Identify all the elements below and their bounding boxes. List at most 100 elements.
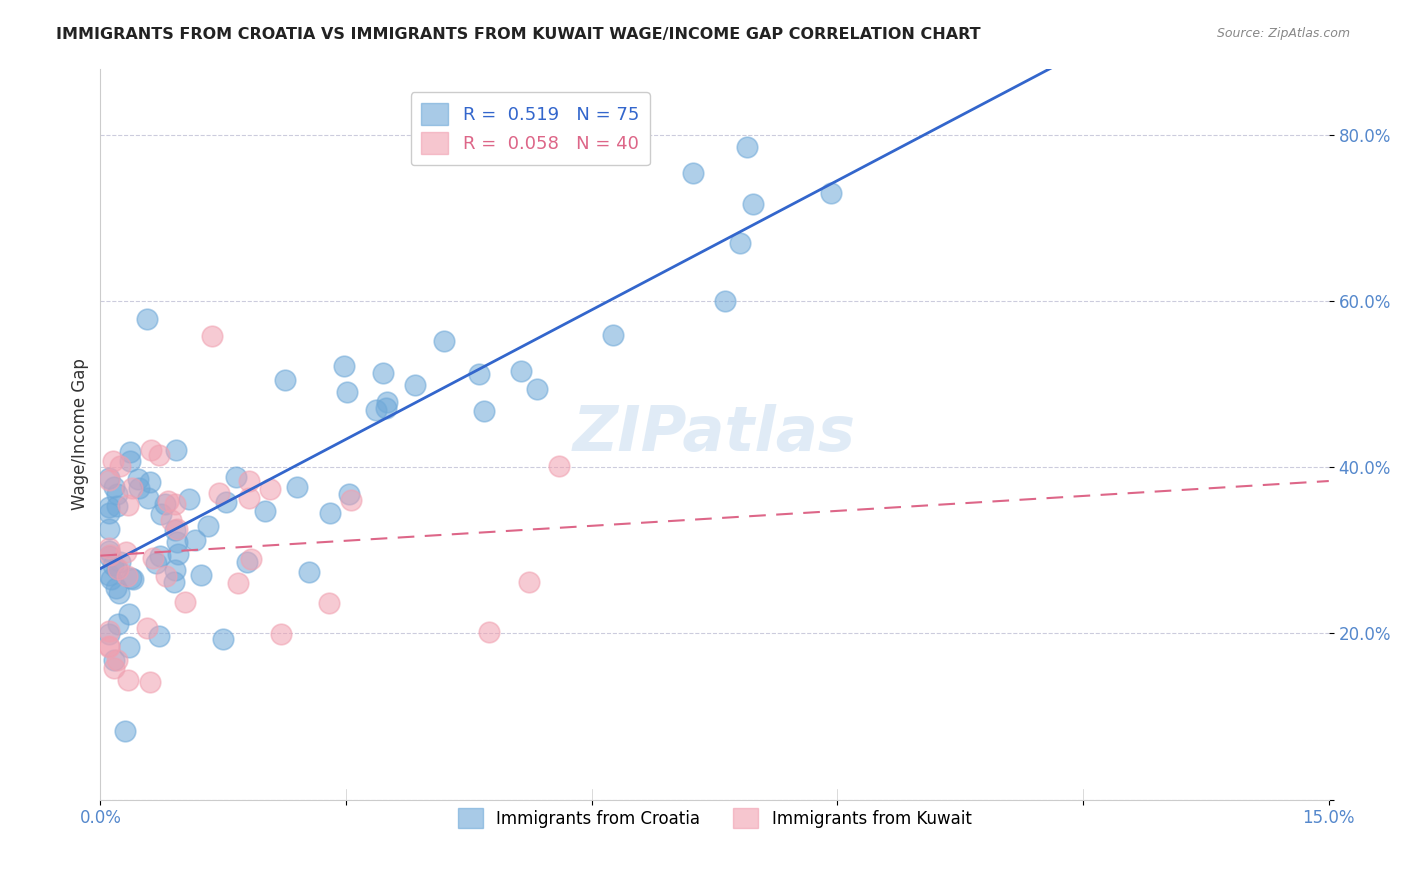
Point <box>150 507 173 521</box>
Text: IMMIGRANTS FROM CROATIA VS IMMIGRANTS FROM KUWAIT WAGE/INCOME GAP CORRELATION CH: IMMIGRANTS FROM CROATIA VS IMMIGRANTS FR… <box>56 27 981 42</box>
Point <box>207 486 229 500</box>
Point <box>336 384 359 399</box>
Point <box>149 549 172 563</box>
Point <box>97 544 120 558</box>
Point <box>742 197 765 211</box>
Point <box>120 453 142 467</box>
Point <box>190 568 212 582</box>
Point <box>714 294 737 309</box>
Point <box>103 653 125 667</box>
Point <box>433 334 456 349</box>
Point <box>163 497 186 511</box>
Point <box>274 373 297 387</box>
Point <box>472 403 495 417</box>
Point <box>108 458 131 473</box>
Point <box>404 377 426 392</box>
Point <box>225 470 247 484</box>
Point <box>139 442 162 457</box>
Point <box>103 480 125 494</box>
Point <box>510 364 533 378</box>
Point <box>114 544 136 558</box>
Y-axis label: Wage/Income Gap: Wage/Income Gap <box>72 358 89 510</box>
Point <box>101 558 124 572</box>
Point <box>148 629 170 643</box>
Point <box>107 616 129 631</box>
Point <box>235 555 257 569</box>
Point <box>259 482 281 496</box>
Point <box>174 595 197 609</box>
Point <box>107 562 129 576</box>
Point <box>97 471 120 485</box>
Point <box>179 491 201 506</box>
Point <box>318 596 340 610</box>
Text: Source: ZipAtlas.com: Source: ZipAtlas.com <box>1216 27 1350 40</box>
Point <box>105 499 128 513</box>
Point <box>121 572 143 586</box>
Legend: Immigrants from Croatia, Immigrants from Kuwait: Immigrants from Croatia, Immigrants from… <box>451 801 979 835</box>
Point <box>240 552 263 566</box>
Point <box>517 575 540 590</box>
Point <box>103 660 125 674</box>
Point <box>366 402 388 417</box>
Point <box>105 562 128 576</box>
Point <box>468 368 491 382</box>
Point <box>97 541 120 555</box>
Point <box>735 140 758 154</box>
Point <box>97 639 120 653</box>
Point <box>254 503 277 517</box>
Point <box>117 498 139 512</box>
Point <box>117 607 139 621</box>
Point <box>120 571 142 585</box>
Point <box>166 522 188 536</box>
Point <box>101 454 124 468</box>
Point <box>526 382 548 396</box>
Point <box>163 524 186 538</box>
Point <box>548 459 571 474</box>
Point <box>166 535 188 549</box>
Point <box>375 394 398 409</box>
Point <box>728 235 751 250</box>
Point <box>117 569 139 583</box>
Point <box>135 312 157 326</box>
Point <box>238 474 260 488</box>
Point <box>155 569 177 583</box>
Point <box>139 675 162 690</box>
Point <box>211 632 233 647</box>
Point <box>238 491 260 505</box>
Point <box>298 566 321 580</box>
Point <box>285 480 308 494</box>
Point <box>148 448 170 462</box>
Point <box>375 401 398 415</box>
Point <box>117 640 139 654</box>
Point <box>97 627 120 641</box>
Point <box>97 523 120 537</box>
Point <box>215 495 238 509</box>
Point <box>145 556 167 570</box>
Point <box>120 445 142 459</box>
Point <box>371 366 394 380</box>
Point <box>333 359 356 374</box>
Point <box>136 491 159 505</box>
Point <box>108 555 131 569</box>
Point <box>105 653 128 667</box>
Point <box>226 575 249 590</box>
Point <box>107 586 129 600</box>
Point <box>478 625 501 640</box>
Point <box>319 506 342 520</box>
Text: ZIPatlas: ZIPatlas <box>574 404 856 464</box>
Point <box>270 626 292 640</box>
Point <box>163 575 186 590</box>
Point <box>682 166 704 180</box>
Point <box>100 572 122 586</box>
Point <box>98 548 121 562</box>
Point <box>97 507 120 521</box>
Point <box>197 519 219 533</box>
Point <box>97 640 120 654</box>
Point <box>128 481 150 495</box>
Point <box>105 487 128 501</box>
Point <box>127 472 149 486</box>
Point <box>97 549 120 563</box>
Point <box>337 487 360 501</box>
Point <box>820 186 842 201</box>
Point <box>340 493 363 508</box>
